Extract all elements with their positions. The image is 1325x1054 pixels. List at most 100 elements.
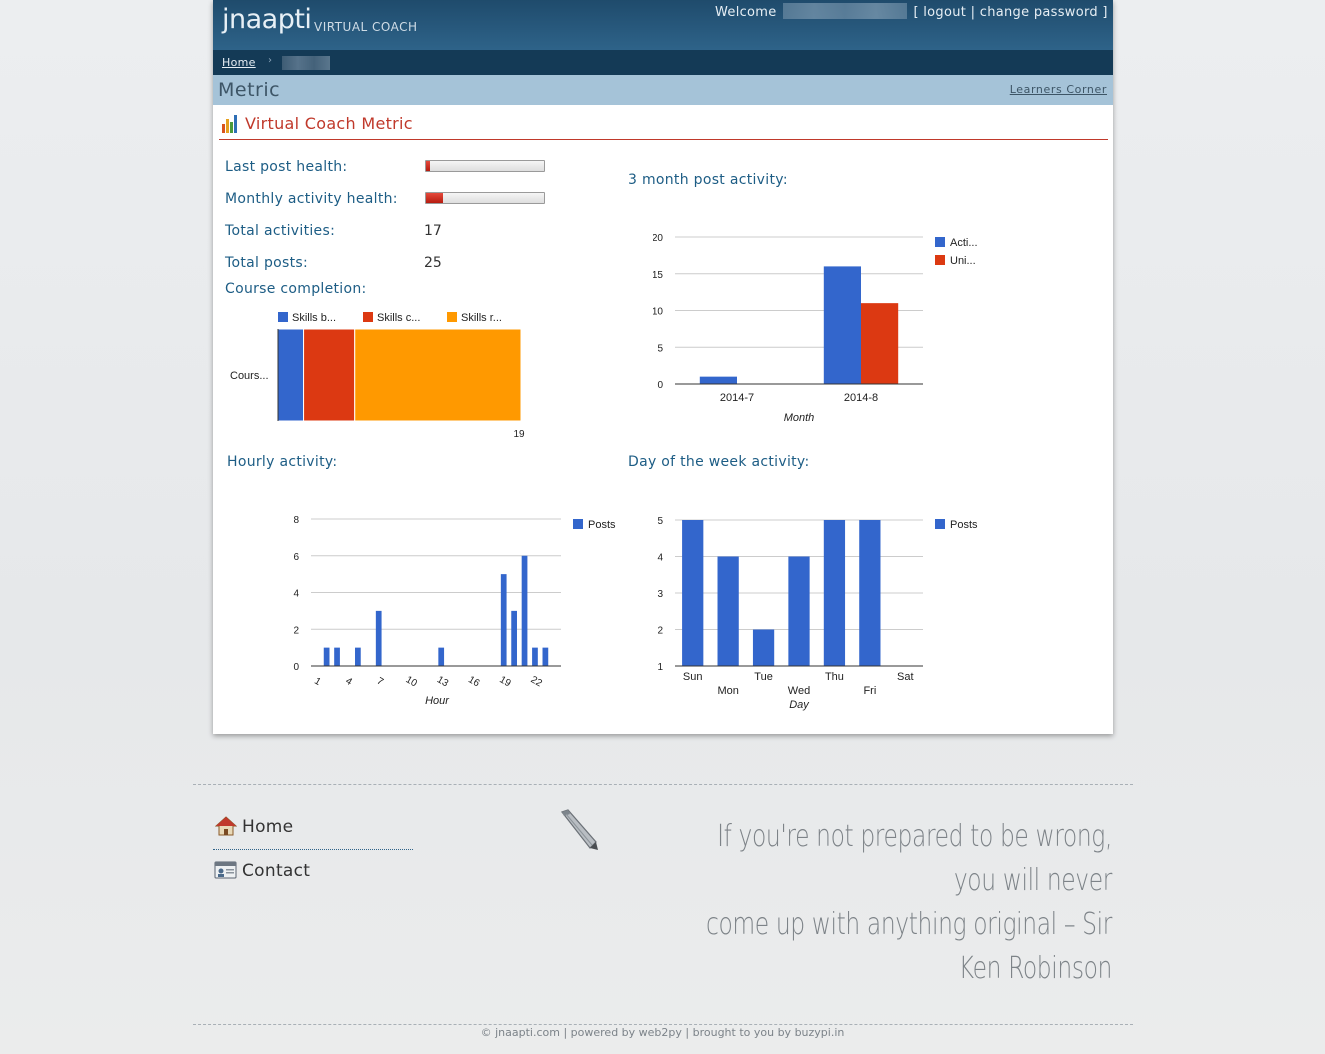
breadcrumb-home[interactable]: Home <box>222 56 256 69</box>
course-completion-chart: Skills b... Skills c... Skills r... Cours..… <box>230 312 525 440</box>
bar <box>788 556 810 666</box>
y-tick-label: 1 <box>657 662 663 673</box>
tick-label: 19 <box>513 429 525 440</box>
user-bar: Welcome [ logout | change password ] <box>715 3 1108 20</box>
bar <box>375 610 382 666</box>
x-tick-label: 4 <box>344 676 355 689</box>
total-activities-value: 17 <box>424 223 442 239</box>
three-month-activity-label: 3 month post activity: <box>628 172 788 188</box>
footer-nav-home[interactable]: Home <box>213 812 413 850</box>
y-tick-label: 5 <box>657 516 663 527</box>
bar <box>354 328 522 422</box>
x-tick-label: 10 <box>404 674 420 689</box>
bar <box>699 376 737 384</box>
course-completion-label: Course completion: <box>225 281 367 297</box>
total-posts-value: 25 <box>424 255 442 271</box>
bar <box>717 556 739 666</box>
x-tick-label: 2014-8 <box>844 392 878 404</box>
bar <box>823 520 846 666</box>
legend-label: Skills b... <box>292 312 336 324</box>
x-tick-label: 13 <box>435 674 451 689</box>
bar <box>438 647 445 666</box>
monthly-health-label: Monthly activity health: <box>225 191 398 207</box>
plot-group: 1 2 3 4 5 Sun Mon Tue Wed Thu Fri Sat Day Posts <box>657 516 978 711</box>
bar <box>682 520 704 666</box>
x-tick-label: Fri <box>863 685 876 697</box>
bar <box>511 610 517 666</box>
footer-nav-contact[interactable]: Contact <box>213 856 413 894</box>
bar <box>303 328 356 422</box>
change-password-link[interactable]: change password <box>979 5 1098 20</box>
x-tick-label: Tue <box>754 671 773 683</box>
y-tick-label: 0 <box>293 662 299 673</box>
x-tick-label: 19 <box>497 674 513 689</box>
x-tick-label: 2014-7 <box>720 392 754 404</box>
hourly-activity-label: Hourly activity: <box>227 454 338 470</box>
x-axis-title: Hour <box>425 695 450 707</box>
bar <box>752 629 775 666</box>
tagline: VIRTUAL COACH <box>314 20 418 34</box>
x-tick-label: 22 <box>529 674 545 689</box>
site-header: jnaapti VIRTUAL COACH Welcome [ logout |… <box>213 0 1113 50</box>
contact-card-icon <box>214 861 237 879</box>
legend-label: Acti... <box>950 237 978 249</box>
legend-label: Skills r... <box>461 312 502 324</box>
logo[interactable]: jnaapti <box>222 4 312 35</box>
x-tick-label: Sat <box>897 671 914 683</box>
hourly-chart: 0 2 4 6 8 1 4 7 10 13 16 19 22 Hour Posts <box>293 515 616 707</box>
monthly-health-bar <box>425 192 545 204</box>
y-tick-label: 2 <box>293 625 299 636</box>
legend-label: Posts <box>588 519 616 531</box>
category-label: Cours... <box>230 370 269 382</box>
bar <box>861 303 899 384</box>
bar <box>355 647 361 666</box>
legend-swatch <box>935 519 945 529</box>
bar <box>500 574 507 666</box>
y-tick-label: 10 <box>653 307 663 318</box>
breadcrumb: Home › <box>213 50 1113 75</box>
plot-group: 0 5 10 15 20 2014-7 2014-8 Month Acti... Uni... <box>653 233 978 424</box>
x-tick-label: 16 <box>466 674 482 689</box>
quote: If you're not prepared to be wrong, you … <box>681 815 1112 991</box>
x-tick-label: 1 <box>312 676 323 689</box>
house-icon <box>215 816 237 836</box>
y-tick-label: 2 <box>657 626 663 637</box>
total-activities-label: Total activities: <box>225 223 336 239</box>
y-tick-label: 4 <box>657 553 663 564</box>
legend-swatch <box>935 237 945 247</box>
last-post-health-fill <box>426 161 430 171</box>
legend-swatch <box>573 519 583 529</box>
quote-line-1: If you're not prepared to be wrong, you … <box>717 819 1112 898</box>
learners-corner-link[interactable]: Learners Corner <box>1009 83 1107 96</box>
breadcrumb-current-redacted <box>282 56 330 70</box>
y-tick-label: 15 <box>653 270 663 281</box>
weekday-activity-label: Day of the week activity: <box>628 454 810 470</box>
footer-nav-home-label: Home <box>242 817 294 837</box>
y-tick-label: 5 <box>657 343 663 354</box>
bar <box>532 647 538 666</box>
total-posts-label: Total posts: <box>225 255 308 271</box>
y-tick-label: 8 <box>293 515 299 526</box>
divider: | <box>970 5 976 20</box>
legend-swatch <box>447 312 457 322</box>
y-tick-label: 20 <box>653 233 663 244</box>
bracket-close: ] <box>1102 5 1108 20</box>
x-tick-label: Thu <box>825 671 844 683</box>
logout-link[interactable]: logout <box>923 5 967 20</box>
username-redacted <box>783 3 908 19</box>
footer-divider-top <box>193 784 1133 785</box>
x-tick-label: 7 <box>375 676 386 689</box>
copyright: © jnaapti.com | powered by web2py | brou… <box>480 1026 845 1039</box>
x-tick-label: Wed <box>788 685 810 697</box>
metric-title: Virtual Coach Metric <box>245 114 413 133</box>
main-card: jnaapti VIRTUAL COACH Welcome [ logout |… <box>213 0 1113 734</box>
metric-heading: Virtual Coach Metric <box>219 108 1108 140</box>
x-tick-label: Mon <box>717 685 738 697</box>
x-axis-title: Month <box>784 412 815 424</box>
y-tick-label: 6 <box>293 552 299 563</box>
footer-divider-bottom <box>193 1024 1133 1025</box>
title-bar: Metric Learners Corner <box>213 75 1113 105</box>
legend-label: Skills c... <box>377 312 420 324</box>
legend-label: Uni... <box>950 255 976 267</box>
bar <box>542 647 549 666</box>
